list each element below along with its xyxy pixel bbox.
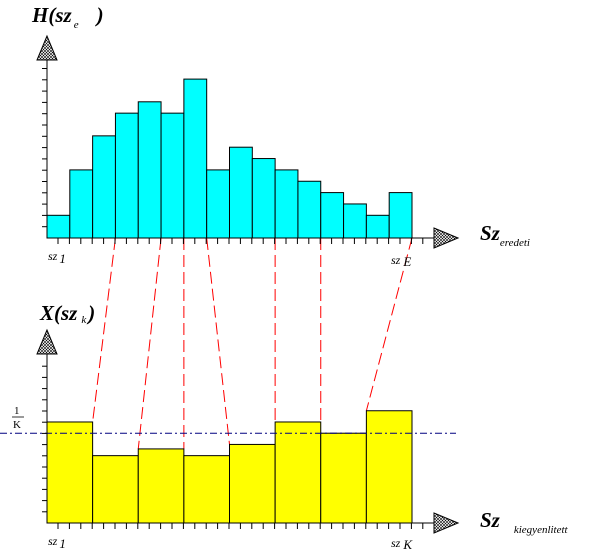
top-bar-7 [183, 78, 208, 239]
bottom-y-label: X(sz k) [39, 301, 95, 326]
top-bar-14 [343, 203, 367, 239]
bottom-x-label: Sz kiegyenlitett [480, 508, 569, 536]
fraction-numerator: 1 [14, 405, 20, 417]
top-axes [36, 34, 460, 249]
bottom-x-arrow-icon [433, 512, 460, 534]
top-x-label: Szeredeti [480, 221, 530, 249]
mapping-connector-4 [206, 237, 230, 445]
top-bar-11 [274, 169, 299, 239]
fraction-denominator: K [13, 419, 21, 431]
bottom-bar-3 [137, 448, 185, 524]
bottom-bar-2 [92, 455, 139, 524]
equalized-histogram-bars [46, 410, 413, 524]
mapping-connectors [92, 237, 413, 449]
top-bar-15 [365, 214, 390, 239]
bottom-bar-6 [274, 421, 322, 524]
top-y-arrow-icon [36, 34, 58, 61]
top-bar-16 [388, 192, 413, 239]
top-bar-12 [297, 180, 322, 239]
top-tick-szE: sz E [391, 253, 411, 269]
bottom-bar-5 [229, 443, 276, 524]
top-bar-3 [92, 135, 116, 239]
original-histogram-bars [46, 78, 413, 239]
top-bar-5 [137, 101, 162, 239]
bottom-tick-sz1: sz 1 [48, 534, 66, 551]
bottom-y-arrow-icon [36, 328, 58, 355]
bottom-bar-7 [320, 432, 367, 524]
top-bar-13 [320, 192, 345, 239]
bottom-axes [36, 328, 460, 534]
top-bar-8 [206, 169, 230, 239]
bottom-bar-4 [183, 455, 230, 524]
mapping-connector-2 [137, 237, 162, 449]
bottom-bar-8 [365, 410, 413, 524]
bottom-bar-1 [46, 421, 94, 524]
top-tick-sz1: sz 1 [48, 249, 66, 266]
mapping-connector-7 [365, 237, 413, 411]
top-bar-10 [251, 158, 276, 239]
top-bar-6 [160, 112, 185, 239]
top-x-arrow-icon [433, 227, 460, 249]
top-bar-9 [229, 146, 253, 239]
reference-fraction: 1 K [12, 405, 24, 431]
top-y-label: H(sz e) [31, 3, 104, 31]
mapping-connector-1 [92, 237, 116, 423]
top-bar-1 [46, 214, 71, 239]
top-bar-2 [69, 169, 94, 239]
top-bar-4 [114, 112, 139, 239]
bottom-tick-szK: sz K [391, 536, 413, 552]
